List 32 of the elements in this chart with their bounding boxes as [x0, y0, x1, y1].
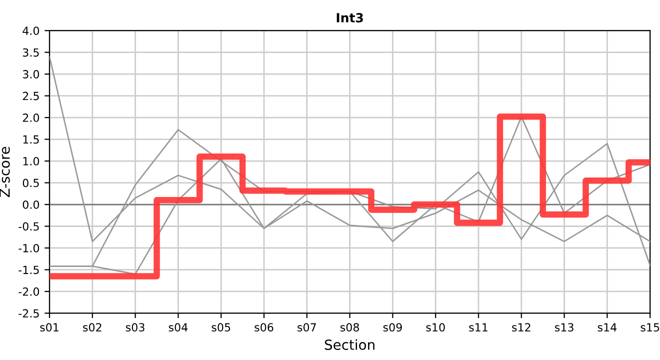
x-tick-label: s10 [426, 323, 445, 332]
y-tick-label: 2.5 [22, 92, 39, 100]
y-tick-label: 0.5 [22, 178, 39, 188]
x-tick-label: s09 [383, 323, 402, 332]
y-tick-label: -1.5 [18, 266, 39, 274]
x-tick-label: s05 [212, 323, 230, 332]
y-tick-label: 0.0 [22, 200, 40, 209]
x-tick-label: s07 [298, 323, 316, 332]
x-tick-label: s06 [254, 323, 274, 332]
x-tick-label: s04 [168, 323, 188, 332]
x-tick-label: s15 [640, 323, 660, 332]
y-tick-label: 1.5 [23, 135, 39, 144]
y-tick-label: 3.5 [22, 48, 39, 57]
y-tick-label: -2.5 [18, 309, 39, 318]
chart-title: Int3 [336, 12, 363, 22]
y-tick-label: -1.0 [18, 244, 40, 252]
y-tick-label: 3.0 [22, 70, 40, 78]
x-tick-label: s12 [512, 323, 530, 332]
y-tick-label: -2.0 [18, 287, 40, 296]
x-tick-label: s13 [554, 323, 574, 332]
x-axis-title: Section [324, 339, 374, 350]
y-tick-label: 4.0 [22, 26, 40, 35]
x-tick-label: s08 [340, 323, 360, 332]
y-tick-label: 1.0 [23, 157, 40, 166]
x-tick-label: s02 [83, 323, 102, 332]
x-tick-label: s11 [469, 323, 488, 332]
x-tick-label: s14 [598, 323, 617, 332]
x-tick-label: s01 [40, 323, 58, 332]
x-tick-label: s03 [126, 323, 144, 332]
y-axis-title: Z-score [0, 146, 10, 198]
y-tick-label: -0.5 [18, 222, 39, 231]
y-tick-label: 2.0 [22, 114, 40, 122]
